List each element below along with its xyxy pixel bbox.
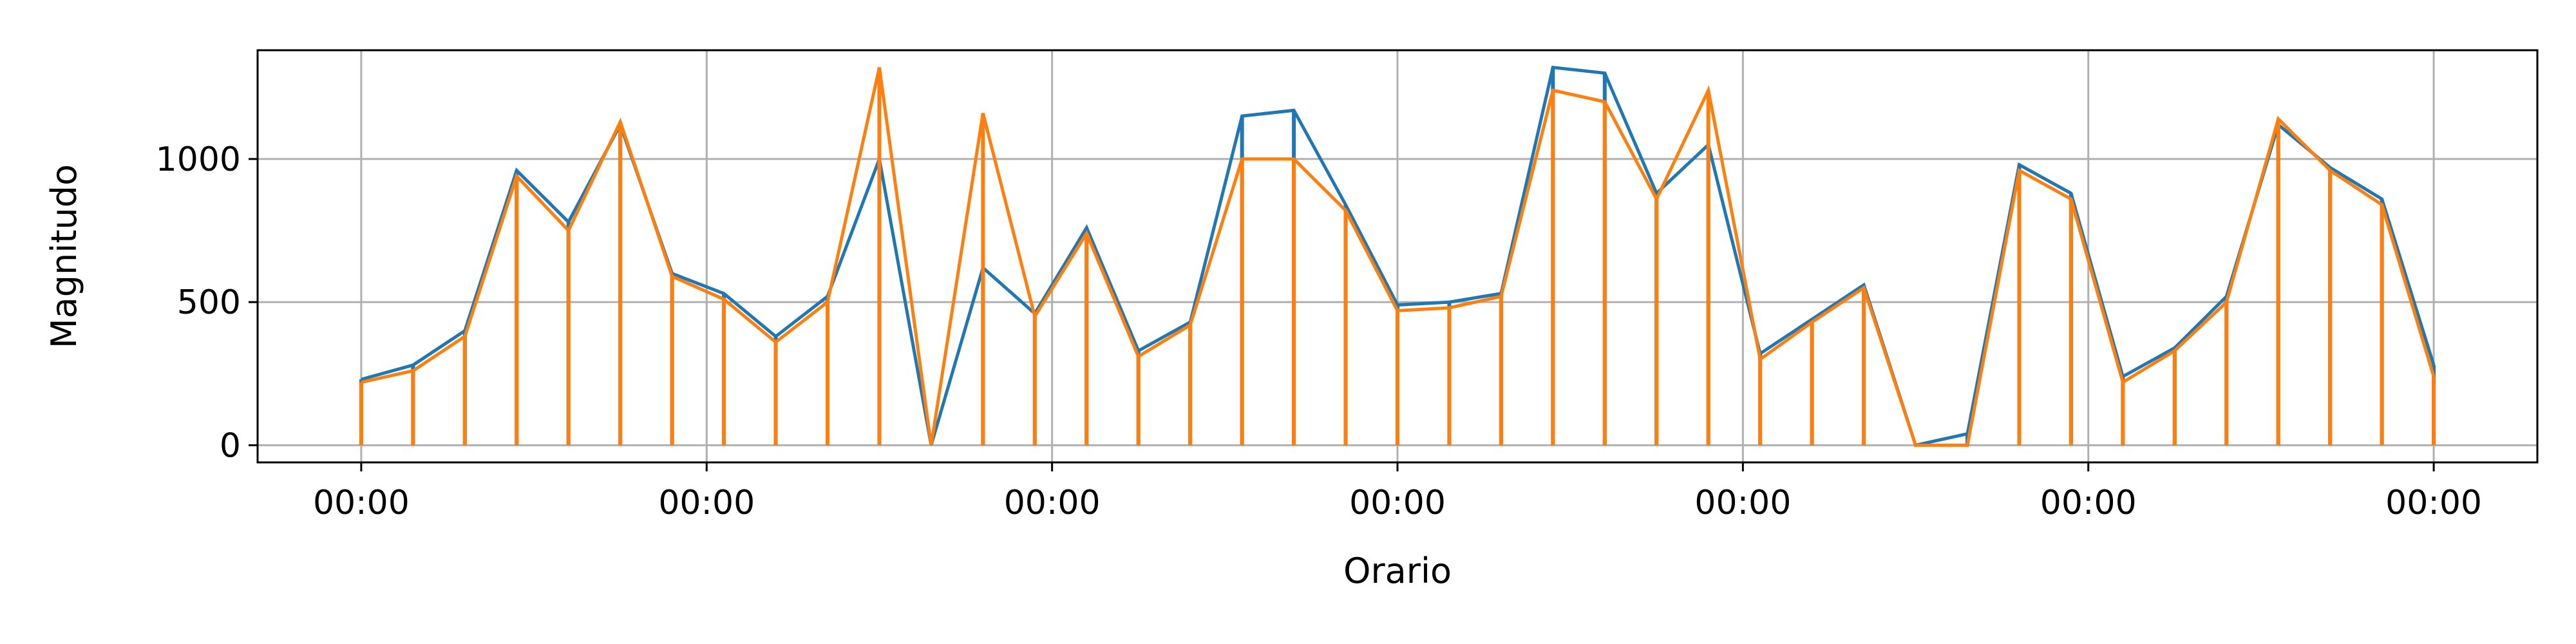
tick-layer: 00:00 00:00 00:00 00:00 00:00 00:00 00:00 0 500 1… <box>156 140 2482 522</box>
x-axis-label: Orario <box>1343 551 1452 591</box>
x-tick-label: 00:00 <box>2385 484 2482 522</box>
x-tick-label: 00:00 <box>658 484 755 522</box>
y-tick-label: 500 <box>177 283 241 322</box>
y-axis-label: Magnitudo <box>44 164 84 348</box>
x-tick-label: 00:00 <box>1349 484 1446 522</box>
series-2-line <box>361 67 2436 447</box>
x-tick-label: 00:00 <box>313 484 410 522</box>
y-tick-label: 0 <box>220 426 241 465</box>
y-tick-label: 1000 <box>156 140 241 179</box>
x-tick-label: 00:00 <box>1694 484 1791 522</box>
x-tick-label: 00:00 <box>2040 484 2137 522</box>
series-layer <box>359 65 2436 448</box>
series-2 <box>359 67 2436 447</box>
x-tick-label: 00:00 <box>1004 484 1101 522</box>
